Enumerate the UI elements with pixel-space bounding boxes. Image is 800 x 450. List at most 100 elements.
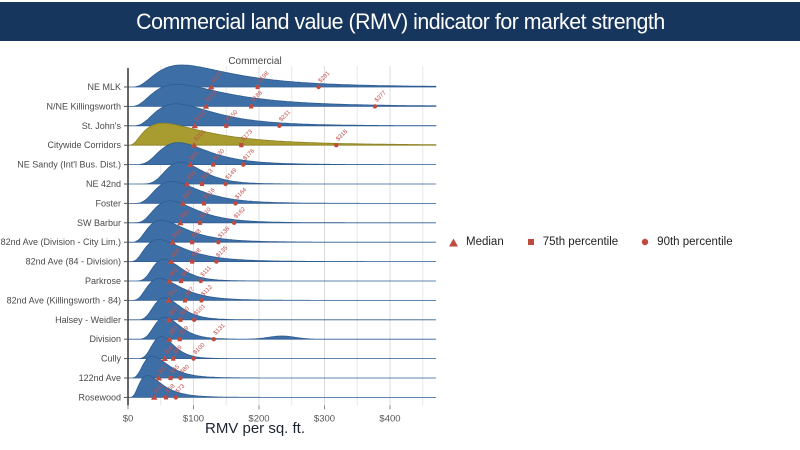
legend-label: Median <box>466 236 504 248</box>
value-label: $84 <box>182 189 194 201</box>
p90-marker <box>241 162 246 167</box>
value-label: $65 <box>170 364 182 376</box>
row-label: Cully <box>101 354 122 364</box>
median-marker <box>168 258 175 264</box>
value-label: $80 <box>180 208 192 220</box>
p75-marker <box>182 298 188 303</box>
median-marker <box>183 180 191 187</box>
median-marker <box>161 355 168 361</box>
circle-icon <box>641 238 649 246</box>
p75-marker <box>239 143 244 148</box>
value-label: $111 <box>200 265 214 279</box>
value-label: $176 <box>242 148 256 162</box>
value-label: $164 <box>235 187 249 201</box>
ridge-density <box>128 161 436 185</box>
p90-marker <box>199 298 204 303</box>
p90-marker <box>334 143 339 148</box>
ridge-density <box>128 219 436 243</box>
ridge-rows <box>128 64 437 398</box>
triangle-icon <box>449 238 458 246</box>
row-label: 122nd Ave <box>79 373 121 383</box>
x-tick-label: $0 <box>123 413 134 424</box>
value-label: $135 <box>216 245 230 259</box>
value-label: $95 <box>189 150 201 162</box>
row-label: Rosewood <box>78 392 121 402</box>
row-label: 82nd Ave (Killingsworth - 84) <box>7 295 121 305</box>
value-label: $90 <box>186 170 198 182</box>
row-label: Foster <box>95 198 121 208</box>
ridge-density <box>128 297 436 321</box>
value-label: $62 <box>168 286 180 298</box>
value-label: $149 <box>225 167 239 181</box>
median-marker <box>207 83 215 90</box>
p90-marker <box>277 123 282 128</box>
p90-marker <box>216 240 221 245</box>
p75-marker <box>177 337 182 342</box>
p90-marker <box>214 259 219 264</box>
value-label: $80 <box>180 305 192 317</box>
ridge-density <box>128 374 436 398</box>
row-label: Division <box>89 334 121 344</box>
row-label: NE 42nd <box>86 179 121 189</box>
value-label: $66 <box>170 247 182 259</box>
p90-marker <box>316 84 321 90</box>
p90-marker <box>233 201 238 206</box>
legend-item-75th: 75th percentile <box>526 236 618 248</box>
median-marker <box>151 394 158 400</box>
p75-marker <box>255 84 260 90</box>
value-label: $69 <box>172 344 184 356</box>
axes: NE MLK N/NE Killingsworth St. John's Citywi… <box>1 68 401 424</box>
median-marker <box>177 219 184 226</box>
value-label: $63 <box>168 267 180 279</box>
ridge-density <box>128 103 437 127</box>
median-marker <box>166 336 173 342</box>
x-tick-label: $300 <box>314 413 335 424</box>
p75-marker <box>163 395 169 400</box>
value-label: $138 <box>218 225 232 239</box>
median-marker <box>190 142 198 148</box>
value-label: $162 <box>233 206 247 220</box>
row-label: SW Barbur <box>77 218 121 228</box>
p90-marker <box>372 104 378 109</box>
x-tick-label: $100 <box>183 413 204 424</box>
x-tick-label: $200 <box>248 413 269 424</box>
ridgeline-chart: NE MLK N/NE Killingsworth St. John's Citywi… <box>1 64 437 424</box>
p75-marker <box>211 162 216 167</box>
value-label: $318 <box>335 128 349 142</box>
value-label: $231 <box>278 109 292 123</box>
median-marker <box>191 122 199 129</box>
p90-marker <box>191 356 196 361</box>
value-label: $100 <box>193 342 207 356</box>
value-label: $81 <box>180 267 192 279</box>
row-label: Parkrose <box>85 276 121 286</box>
header-bar: Commercial land value (RMV) indicator fo… <box>0 2 800 41</box>
ridge-density <box>128 64 437 88</box>
value-label: $79 <box>179 325 191 337</box>
median-marker <box>169 239 176 245</box>
p90-marker <box>231 220 237 225</box>
value-label: $68 <box>172 228 184 240</box>
p75-marker <box>171 356 176 361</box>
row-label: NE MLK <box>87 82 121 92</box>
row-label: N/NE Killingsworth <box>46 101 121 111</box>
median-marker <box>166 316 173 323</box>
p90-marker <box>173 395 179 400</box>
median-marker <box>155 374 162 381</box>
row-label: Halsey - Weidler <box>55 315 121 325</box>
p90-marker <box>211 337 217 342</box>
ridge-density <box>128 277 436 301</box>
value-label: $377 <box>374 90 388 104</box>
p75-marker <box>178 278 184 284</box>
legend-label: 75th percentile <box>542 236 619 248</box>
p75-marker <box>197 220 203 225</box>
median-marker <box>165 297 172 303</box>
p75-marker <box>168 375 173 381</box>
chart-facet-title: Commercial <box>228 56 282 67</box>
value-label: $98 <box>191 228 203 240</box>
page-title: Commercial land value (RMV) indicator fo… <box>135 8 665 34</box>
square-icon <box>527 239 534 245</box>
p90-marker <box>178 375 183 381</box>
value-label: $63 <box>168 325 180 337</box>
p75-marker <box>190 259 195 264</box>
row-label: 82nd Ave (84 - Division) <box>26 257 121 267</box>
